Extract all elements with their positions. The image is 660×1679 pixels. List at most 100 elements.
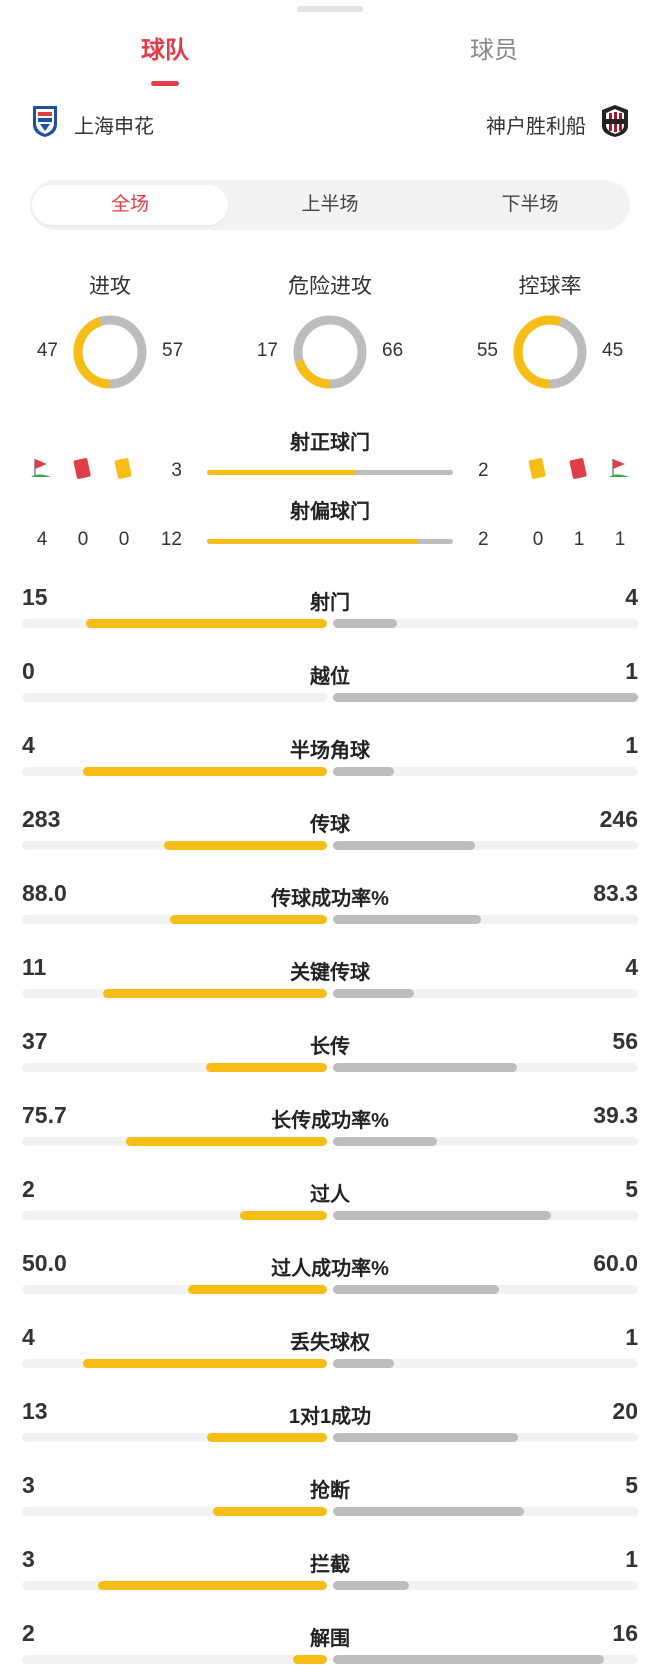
stat-label: 半场角球 bbox=[290, 740, 370, 762]
stat-home-fill bbox=[103, 989, 327, 998]
stat-row: 75.7 长传成功率% 39.3 bbox=[0, 1102, 660, 1176]
stat-away-value: 83.3 bbox=[593, 880, 638, 906]
stat-home-value: 4 bbox=[22, 732, 35, 758]
stat-home-track bbox=[22, 1063, 327, 1072]
stat-away-value: 60.0 bbox=[593, 1250, 638, 1276]
stat-away-value: 4 bbox=[625, 954, 638, 980]
stat-home-value: 4 bbox=[22, 1324, 35, 1350]
yellow-card-icon bbox=[528, 458, 546, 479]
stat-label: 抢断 bbox=[310, 1480, 350, 1502]
stat-away-track bbox=[333, 767, 638, 776]
period-selector: 全场 上半场 下半场 bbox=[30, 180, 630, 230]
stat-home-track bbox=[22, 841, 327, 850]
donut-chart bbox=[293, 315, 367, 389]
stat-label: 丢失球权 bbox=[290, 1332, 370, 1354]
stat-away-track bbox=[333, 1433, 638, 1442]
stat-home-fill bbox=[293, 1655, 327, 1664]
stat-away-fill bbox=[333, 619, 398, 628]
stat-away-fill bbox=[333, 1137, 438, 1146]
stat-home-fill bbox=[98, 1581, 327, 1590]
shots-on-target: 射正球门 3 2 bbox=[0, 426, 660, 486]
stat-home-track bbox=[22, 1137, 327, 1146]
stat-label: 关键传球 bbox=[290, 962, 370, 984]
stat-away-value: 4 bbox=[625, 584, 638, 610]
stat-row: 37 长传 56 bbox=[0, 1028, 660, 1102]
stat-label: 1对1成功 bbox=[288, 1406, 372, 1428]
main-tabs: 球队 球员 bbox=[0, 30, 660, 90]
stat-row: 283 传球 246 bbox=[0, 806, 660, 880]
stat-away-track bbox=[333, 693, 638, 702]
stat-row: 11 关键传球 4 bbox=[0, 954, 660, 1028]
stat-label: 长传成功率% bbox=[271, 1110, 389, 1132]
donut-home-arc bbox=[513, 315, 587, 389]
away-team-logo-icon bbox=[602, 105, 628, 137]
stat-home-value: 13 bbox=[22, 1398, 48, 1424]
donut-away-value: 66 bbox=[382, 340, 404, 361]
period-full-match[interactable]: 全场 bbox=[32, 185, 228, 225]
corner-flag-icon bbox=[609, 459, 629, 477]
donut-dangerous-attack: 危险进攻 17 66 bbox=[230, 270, 430, 400]
stat-away-value: 1 bbox=[625, 1546, 638, 1572]
away-team-name: 神户胜利船 bbox=[486, 116, 586, 138]
home-red-cards-count: 0 bbox=[77, 529, 89, 550]
home-corners-count: 4 bbox=[36, 529, 48, 550]
stat-label: 越位 bbox=[310, 666, 350, 688]
stat-home-fill bbox=[206, 1433, 327, 1442]
stat-away-value: 20 bbox=[612, 1398, 638, 1424]
stat-home-fill bbox=[170, 915, 327, 924]
donut-home-arc bbox=[293, 315, 367, 389]
stat-away-fill bbox=[333, 1581, 410, 1590]
stat-home-track bbox=[22, 1285, 327, 1294]
stat-away-track bbox=[333, 841, 638, 850]
stat-away-track bbox=[333, 1211, 638, 1220]
stat-away-fill bbox=[333, 1433, 518, 1442]
donut-chart bbox=[513, 315, 587, 389]
stat-home-value: 283 bbox=[22, 806, 61, 832]
stat-label: 传球 bbox=[310, 814, 350, 836]
away-red-cards-count: 1 bbox=[573, 529, 585, 550]
stat-away-fill bbox=[333, 693, 638, 702]
stat-away-track bbox=[333, 1063, 638, 1072]
home-yellow-cards-count: 0 bbox=[118, 529, 130, 550]
stat-row: 50.0 过人成功率% 60.0 bbox=[0, 1250, 660, 1324]
stat-label: 长传 bbox=[310, 1036, 350, 1058]
stat-home-fill bbox=[86, 619, 327, 628]
yellow-card-icon bbox=[114, 458, 132, 479]
stat-away-track bbox=[333, 915, 638, 924]
stat-row: 0 越位 1 bbox=[0, 658, 660, 732]
stat-label: 解围 bbox=[310, 1628, 350, 1650]
stat-row: 15 射门 4 bbox=[0, 584, 660, 658]
stat-away-fill bbox=[333, 1211, 551, 1220]
stat-away-fill bbox=[333, 1063, 517, 1072]
stat-home-track bbox=[22, 1655, 327, 1664]
red-card-icon bbox=[73, 458, 91, 479]
tab-team[interactable]: 球队 bbox=[141, 37, 189, 64]
stat-home-track bbox=[22, 1507, 327, 1516]
stat-home-value: 75.7 bbox=[22, 1102, 67, 1128]
period-first-half[interactable]: 上半场 bbox=[301, 194, 359, 215]
shots-on-bar bbox=[207, 470, 453, 475]
stat-home-value: 37 bbox=[22, 1028, 48, 1054]
stat-home-track bbox=[22, 915, 327, 924]
donut-chart bbox=[73, 315, 147, 389]
stat-home-fill bbox=[83, 1359, 327, 1368]
donut-home-value: 47 bbox=[36, 340, 58, 361]
stat-home-value: 2 bbox=[22, 1620, 35, 1646]
donut-home-value: 55 bbox=[476, 340, 498, 361]
stat-away-fill bbox=[333, 1655, 605, 1664]
shots-off-bar bbox=[207, 539, 453, 544]
stat-label: 射门 bbox=[310, 592, 350, 614]
stat-away-track bbox=[333, 619, 638, 628]
period-second-half[interactable]: 下半场 bbox=[501, 194, 559, 215]
stat-home-track bbox=[22, 619, 327, 628]
stat-away-value: 5 bbox=[625, 1176, 638, 1202]
stat-home-value: 2 bbox=[22, 1176, 35, 1202]
stat-home-fill bbox=[239, 1211, 327, 1220]
stat-home-value: 0 bbox=[22, 658, 35, 684]
tab-player[interactable]: 球员 bbox=[470, 37, 518, 64]
stat-home-track bbox=[22, 1433, 327, 1442]
stat-label: 过人 bbox=[310, 1184, 350, 1206]
stat-home-track bbox=[22, 1211, 327, 1220]
stat-home-value: 3 bbox=[22, 1472, 35, 1498]
drag-handle[interactable] bbox=[297, 6, 363, 12]
